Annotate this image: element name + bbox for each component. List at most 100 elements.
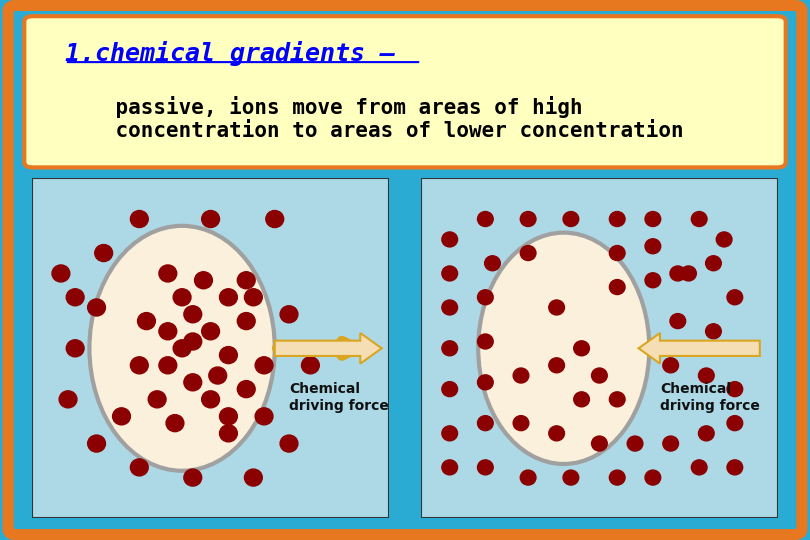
Circle shape [478,290,493,305]
Circle shape [563,470,578,485]
Circle shape [692,460,707,475]
Circle shape [591,436,608,451]
Circle shape [266,211,284,227]
FancyArrow shape [638,333,760,363]
Circle shape [95,245,113,261]
Circle shape [442,460,458,475]
Circle shape [549,426,565,441]
Circle shape [670,314,685,328]
Circle shape [255,408,273,425]
Circle shape [442,300,458,315]
Circle shape [245,469,262,486]
Circle shape [280,306,298,323]
Circle shape [520,246,536,260]
Circle shape [237,313,255,329]
Circle shape [716,232,732,247]
Circle shape [52,265,70,282]
Circle shape [194,272,212,289]
Circle shape [645,273,661,288]
Circle shape [184,469,202,486]
Circle shape [130,459,148,476]
Circle shape [209,367,227,384]
Circle shape [645,212,661,226]
Circle shape [478,212,493,226]
FancyBboxPatch shape [24,16,786,167]
Ellipse shape [478,233,650,464]
Circle shape [159,323,177,340]
Circle shape [202,211,220,227]
Circle shape [706,324,721,339]
Circle shape [237,381,255,397]
Circle shape [692,212,707,226]
Circle shape [549,358,565,373]
Circle shape [138,313,156,329]
Circle shape [645,470,661,485]
Circle shape [663,436,679,451]
Circle shape [727,341,743,356]
Circle shape [87,299,105,316]
Circle shape [670,266,685,281]
Circle shape [202,323,220,340]
Circle shape [627,436,643,451]
Circle shape [66,289,84,306]
Circle shape [184,333,202,350]
Circle shape [520,470,536,485]
Circle shape [706,256,721,271]
Circle shape [184,374,202,391]
Circle shape [166,415,184,431]
Circle shape [442,382,458,396]
Text: passive, ions move from areas of high
    concentration to areas of lower concen: passive, ions move from areas of high co… [65,96,684,141]
Circle shape [87,435,105,452]
Circle shape [727,416,743,430]
Circle shape [478,460,493,475]
Circle shape [113,408,130,425]
Text: Chemical
driving force: Chemical driving force [289,382,389,413]
Circle shape [663,358,679,373]
Circle shape [478,375,493,390]
Circle shape [220,408,237,425]
Circle shape [220,289,237,306]
Circle shape [130,211,148,227]
Circle shape [573,392,590,407]
Circle shape [609,392,625,407]
Circle shape [609,470,625,485]
Circle shape [727,290,743,305]
Circle shape [573,341,590,356]
Circle shape [727,382,743,396]
Circle shape [202,391,220,408]
Circle shape [220,425,237,442]
Circle shape [520,212,536,226]
Ellipse shape [89,226,275,471]
Circle shape [549,300,565,315]
Circle shape [442,232,458,247]
Circle shape [478,416,493,430]
Circle shape [609,246,625,260]
Circle shape [159,265,177,282]
Circle shape [148,391,166,408]
Circle shape [159,357,177,374]
Circle shape [609,280,625,294]
Circle shape [173,340,191,357]
Circle shape [442,266,458,281]
Circle shape [514,416,529,430]
Circle shape [478,334,493,349]
Circle shape [563,212,578,226]
Circle shape [130,357,148,374]
Circle shape [442,426,458,441]
Circle shape [220,347,237,363]
FancyBboxPatch shape [8,5,802,535]
Circle shape [514,368,529,383]
Circle shape [484,256,501,271]
Circle shape [59,391,77,408]
Circle shape [237,272,255,289]
Circle shape [442,341,458,356]
Circle shape [173,289,191,306]
Circle shape [255,357,273,374]
Circle shape [184,306,202,323]
Circle shape [698,368,714,383]
FancyArrow shape [275,333,382,363]
Circle shape [591,368,608,383]
Circle shape [301,357,319,374]
Circle shape [609,212,625,226]
Circle shape [245,289,262,306]
